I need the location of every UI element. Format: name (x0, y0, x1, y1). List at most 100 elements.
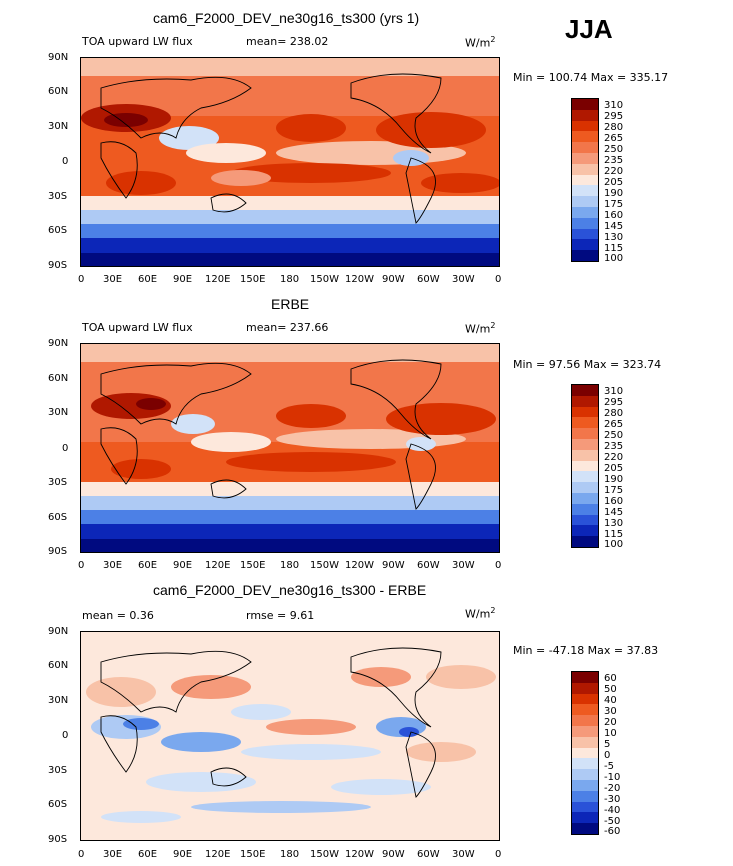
panel1-xtick: 120W (345, 274, 374, 285)
panel2-xtick: 90W (382, 560, 405, 571)
colorbar-swatch (572, 715, 598, 726)
panel2-colorbar (571, 384, 599, 548)
panel2-map (80, 343, 500, 553)
panel1-minmax: Min = 100.74 Max = 335.17 (513, 71, 669, 84)
panel1-xtick: 180 (280, 274, 300, 285)
colorbar-swatch (572, 406, 598, 418)
panel3-xtick: 120E (205, 849, 231, 860)
colorbar-label: 295 (604, 111, 624, 122)
panel2-variable-label: TOA upward LW flux (82, 321, 193, 334)
panel1-xtick: 0 (78, 274, 85, 285)
panel1-xtick: 150E (240, 274, 266, 285)
colorbar-label: 310 (604, 100, 624, 111)
colorbar-label: 100 (604, 539, 624, 550)
colorbar-label: 130 (604, 518, 624, 529)
panel3-colorbar (571, 671, 599, 835)
colorbar-swatch (572, 812, 598, 824)
panel1-ytick: 0 (62, 156, 69, 167)
panel1-ytick: 60S (48, 225, 68, 236)
colorbar-swatch (572, 131, 598, 143)
colorbar-swatch (572, 801, 598, 813)
panel1-xtick: 90W (382, 274, 405, 285)
panel2-title: ERBE (271, 296, 310, 312)
panel3-ytick: 30S (48, 765, 68, 776)
panel2-ytick: 30N (48, 407, 69, 418)
panel3-xtick: 90W (382, 849, 405, 860)
colorbar-swatch (572, 449, 598, 461)
colorbar-label: -5 (604, 761, 614, 772)
colorbar-label: 0 (604, 750, 611, 761)
colorbar-label: 310 (604, 386, 624, 397)
colorbar-label: -50 (604, 816, 621, 827)
colorbar-label: 250 (604, 144, 624, 155)
panel2-minmax: Min = 97.56 Max = 323.74 (513, 358, 662, 371)
colorbar-label: 235 (604, 441, 624, 452)
colorbar-label: 145 (604, 507, 624, 518)
colorbar-swatch (572, 725, 598, 737)
colorbar-label: 280 (604, 122, 624, 133)
panel1-colorbar (571, 98, 599, 262)
panel1-units: W/m2 (465, 35, 496, 50)
colorbar-label: 205 (604, 177, 624, 188)
colorbar-swatch (572, 395, 598, 407)
colorbar-swatch (572, 196, 598, 207)
colorbar-label: 295 (604, 397, 624, 408)
panel1-xtick: 90E (173, 274, 193, 285)
colorbar-label: 30 (604, 706, 617, 717)
colorbar-label: 60 (604, 673, 617, 684)
panel2-ytick: 0 (62, 443, 69, 454)
panel1-title: cam6_F2000_DEV_ne30g16_ts300 (yrs 1) (153, 10, 420, 26)
colorbar-swatch (572, 174, 598, 186)
colorbar-swatch (572, 471, 598, 483)
colorbar-swatch (572, 536, 598, 547)
colorbar-swatch (572, 492, 598, 504)
colorbar-swatch (572, 206, 598, 218)
panel2-contour-field (81, 344, 499, 552)
colorbar-swatch (572, 682, 598, 694)
colorbar-swatch (572, 163, 598, 175)
colorbar-swatch (572, 109, 598, 121)
colorbar-label: 130 (604, 232, 624, 243)
panel1-xtick: 30W (452, 274, 475, 285)
colorbar-swatch (572, 417, 598, 429)
panel2-xtick: 30E (103, 560, 123, 571)
colorbar-label: -30 (604, 794, 621, 805)
panel1-ytick: 90N (48, 52, 69, 63)
colorbar-swatch (572, 693, 598, 705)
colorbar-swatch (572, 769, 598, 780)
panel3-xtick: 30E (103, 849, 123, 860)
colorbar-label: 205 (604, 463, 624, 474)
panel1-variable-label: TOA upward LW flux (82, 35, 193, 48)
panel1-contour-field (81, 58, 499, 266)
panel2-xtick: 0 (78, 560, 85, 571)
panel3-ytick: 60N (48, 660, 69, 671)
colorbar-label: 250 (604, 430, 624, 441)
panel3-map (80, 631, 500, 841)
panel3-ytick: 60S (48, 799, 68, 810)
colorbar-swatch (572, 385, 598, 396)
panel1-mean-label: mean= 238.02 (246, 35, 329, 48)
colorbar-swatch (572, 152, 598, 164)
colorbar-label: -10 (604, 772, 621, 783)
panel3-mean-label: mean = 0.36 (82, 609, 154, 622)
panel3-xtick: 150W (310, 849, 339, 860)
panel3-minmax: Min = -47.18 Max = 37.83 (513, 644, 659, 657)
colorbar-swatch (572, 790, 598, 802)
panel3-xtick: 60W (417, 849, 440, 860)
panel2-xtick: 120W (345, 560, 374, 571)
colorbar-label: 145 (604, 221, 624, 232)
panel2-xtick: 120E (205, 560, 231, 571)
panel3-ytick: 90N (48, 626, 69, 637)
colorbar-label: 160 (604, 210, 624, 221)
panel2-xtick: 0 (495, 560, 502, 571)
panel2-ytick: 60N (48, 373, 69, 384)
panel3-xtick: 0 (495, 849, 502, 860)
panel1-ytick: 60N (48, 86, 69, 97)
panel1-xtick: 60E (138, 274, 158, 285)
panel1-ytick: 90S (48, 260, 68, 271)
panel3-xtick: 150E (240, 849, 266, 860)
colorbar-label: 220 (604, 166, 624, 177)
colorbar-label: -40 (604, 805, 621, 816)
panel2-mean-label: mean= 237.66 (246, 321, 329, 334)
colorbar-label: 235 (604, 155, 624, 166)
